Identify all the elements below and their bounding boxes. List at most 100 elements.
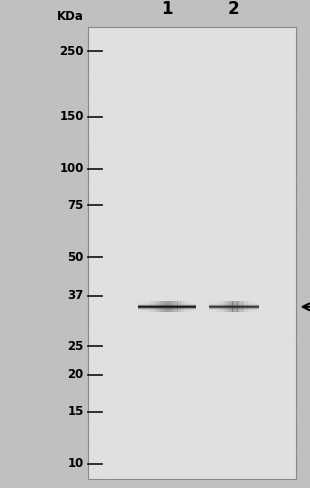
Point xyxy=(144,134,149,142)
Point xyxy=(176,384,181,392)
Point xyxy=(190,292,195,300)
Point xyxy=(288,161,293,169)
Point xyxy=(246,437,251,445)
Point xyxy=(104,329,108,337)
Point xyxy=(92,432,97,440)
Point xyxy=(205,257,210,265)
Point xyxy=(223,382,228,389)
Point xyxy=(249,133,254,141)
Point xyxy=(138,408,143,416)
Point xyxy=(107,42,112,50)
Point xyxy=(124,416,129,424)
Point xyxy=(104,432,109,440)
Point xyxy=(148,346,153,353)
Point xyxy=(138,428,143,436)
Point xyxy=(199,221,204,229)
Point xyxy=(215,403,219,410)
Point xyxy=(283,208,288,216)
Point xyxy=(117,422,122,429)
Point xyxy=(100,43,105,51)
Point xyxy=(134,62,139,70)
Point xyxy=(270,403,275,410)
Point xyxy=(269,129,274,137)
Point xyxy=(159,144,164,152)
Point xyxy=(119,448,124,456)
Point xyxy=(132,43,137,51)
Point xyxy=(117,285,122,292)
Point xyxy=(259,294,263,302)
Point xyxy=(89,219,94,227)
Point xyxy=(257,418,262,426)
Point xyxy=(150,434,155,442)
Point xyxy=(152,144,157,152)
Point xyxy=(154,296,159,304)
Point xyxy=(174,76,179,84)
Point xyxy=(287,206,292,214)
Point xyxy=(103,313,108,321)
Point xyxy=(237,437,242,445)
Point xyxy=(97,417,102,425)
Point xyxy=(246,125,251,133)
Point xyxy=(242,196,247,203)
Point xyxy=(136,169,141,177)
Point xyxy=(190,199,195,206)
Point xyxy=(190,243,195,250)
Point xyxy=(95,258,100,265)
Point xyxy=(123,311,128,319)
Point xyxy=(200,253,205,261)
Point xyxy=(168,356,173,364)
Point xyxy=(226,417,231,425)
Point xyxy=(255,442,260,449)
Point xyxy=(253,345,258,353)
Point xyxy=(117,460,122,468)
Point xyxy=(134,198,139,205)
Point xyxy=(255,293,260,301)
Point xyxy=(291,268,296,276)
Point xyxy=(166,101,171,108)
Point xyxy=(290,382,295,389)
Point xyxy=(260,263,265,270)
Point xyxy=(113,473,118,481)
Point xyxy=(174,343,179,351)
Point xyxy=(217,416,222,424)
Point xyxy=(238,183,243,191)
Point xyxy=(270,340,275,347)
Point xyxy=(202,356,206,364)
Point xyxy=(282,50,287,58)
Point xyxy=(243,242,248,249)
Point xyxy=(292,184,297,192)
Point xyxy=(221,256,226,264)
Point xyxy=(110,74,115,81)
Point xyxy=(92,349,97,357)
Point xyxy=(235,95,240,103)
Point xyxy=(111,217,116,225)
Point xyxy=(181,155,186,163)
Point xyxy=(279,370,284,378)
Point xyxy=(192,326,197,334)
Point xyxy=(87,109,92,117)
Point xyxy=(273,129,278,137)
Point xyxy=(239,193,244,201)
Point xyxy=(292,417,297,425)
Point xyxy=(174,228,179,236)
Point xyxy=(188,462,193,470)
Point xyxy=(101,314,106,322)
Point xyxy=(103,181,108,189)
Point xyxy=(187,282,192,290)
Point xyxy=(234,30,239,38)
Point xyxy=(145,28,150,36)
Point xyxy=(255,278,260,285)
Point xyxy=(97,92,102,100)
Point xyxy=(126,415,131,423)
Point xyxy=(231,297,236,305)
Point xyxy=(289,390,294,398)
Point xyxy=(125,79,130,87)
Point xyxy=(225,127,230,135)
Point xyxy=(151,341,156,349)
Point xyxy=(164,31,169,39)
Point xyxy=(192,352,197,360)
Point xyxy=(147,162,152,169)
Point xyxy=(284,102,289,110)
Point xyxy=(120,296,125,304)
Point xyxy=(94,342,99,349)
